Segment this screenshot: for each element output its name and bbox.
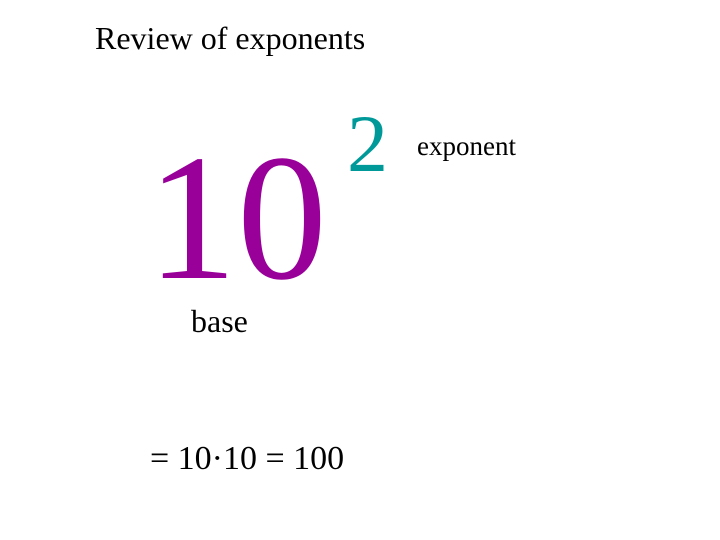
equation-text: = 10·10 = 100 <box>150 440 344 478</box>
exponent-label: exponent <box>417 131 516 162</box>
base-value: 10 <box>147 128 327 308</box>
base-label: base <box>191 303 248 340</box>
page-title: Review of exponents <box>95 20 365 57</box>
exponent-value: 2 <box>347 103 388 185</box>
